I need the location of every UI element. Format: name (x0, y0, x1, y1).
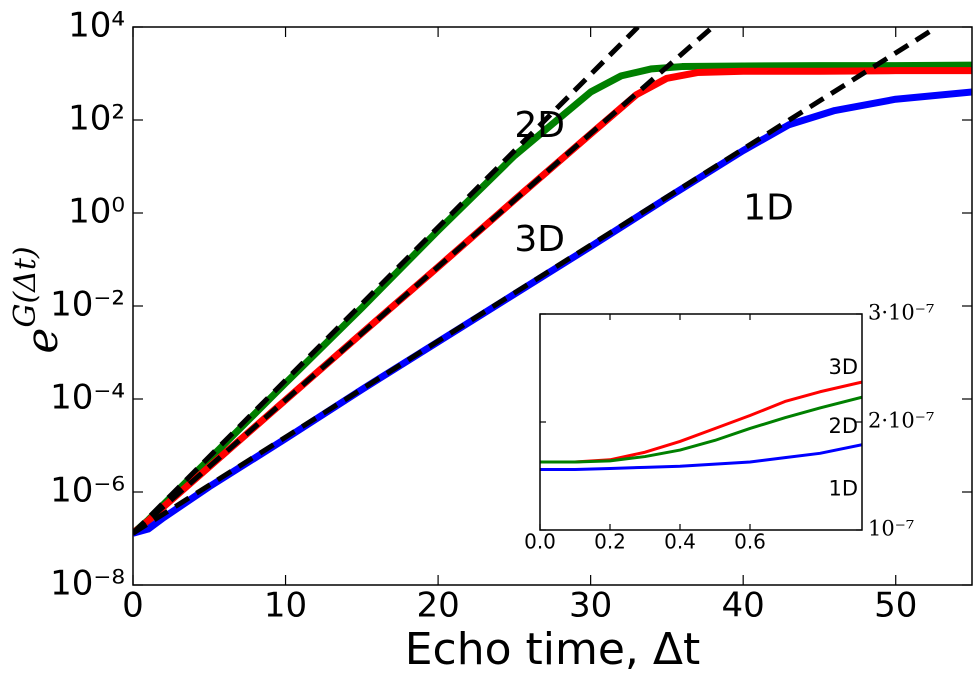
series-group (540, 380, 862, 472)
series-label: 3D (828, 355, 858, 379)
y-tick-label: 10⁻⁸ (50, 564, 125, 604)
x-tick-label: 0.0 (524, 530, 556, 554)
data-line (540, 443, 862, 472)
y-tick-label: 10⁻⁷ (868, 517, 914, 541)
y-tick-label: 10⁴ (68, 6, 125, 46)
y-tick-label: 3·10⁻⁷ (868, 301, 934, 325)
y-tick-label: 2·10⁻⁷ (868, 409, 934, 433)
fit-line (133, 27, 939, 536)
y-axis-label-superscript: G(Δt) (8, 246, 43, 327)
y-tick-label: 10² (68, 99, 125, 139)
y-tick-label: 10⁻² (50, 285, 125, 325)
series-group (133, 27, 972, 537)
annotation: 3D (514, 219, 565, 260)
series-label: 1D (828, 477, 858, 501)
x-tick-label: 10 (264, 586, 307, 626)
x-tick-label: 30 (569, 586, 612, 626)
x-tick-label: 20 (416, 586, 459, 626)
x-tick-label: 0 (122, 586, 144, 626)
x-tick-label: 50 (874, 586, 917, 626)
annotation: 1D (743, 187, 794, 228)
y-axis-label: eG(Δt) (8, 246, 68, 353)
x-tick-label: 0.2 (594, 530, 626, 554)
y-tick-label: 10⁻⁴ (50, 378, 125, 418)
plot-area (540, 314, 862, 530)
x-tick-label: 0.6 (734, 530, 766, 554)
x-tick-label: 40 (722, 586, 765, 626)
y-tick-label: 10⁰ (68, 192, 125, 232)
fit-line (133, 27, 640, 535)
data-line (133, 61, 972, 536)
x-axis-label: Echo time, Δt (405, 624, 701, 675)
x-tick-label: 0.4 (664, 530, 696, 554)
data-line (540, 395, 862, 464)
annotation: 2D (514, 105, 565, 146)
fit-line (133, 27, 715, 536)
y-tick-label: 10⁻⁶ (50, 471, 125, 511)
y-axis-label-base: e (17, 328, 68, 354)
series-label: 2D (828, 414, 858, 438)
